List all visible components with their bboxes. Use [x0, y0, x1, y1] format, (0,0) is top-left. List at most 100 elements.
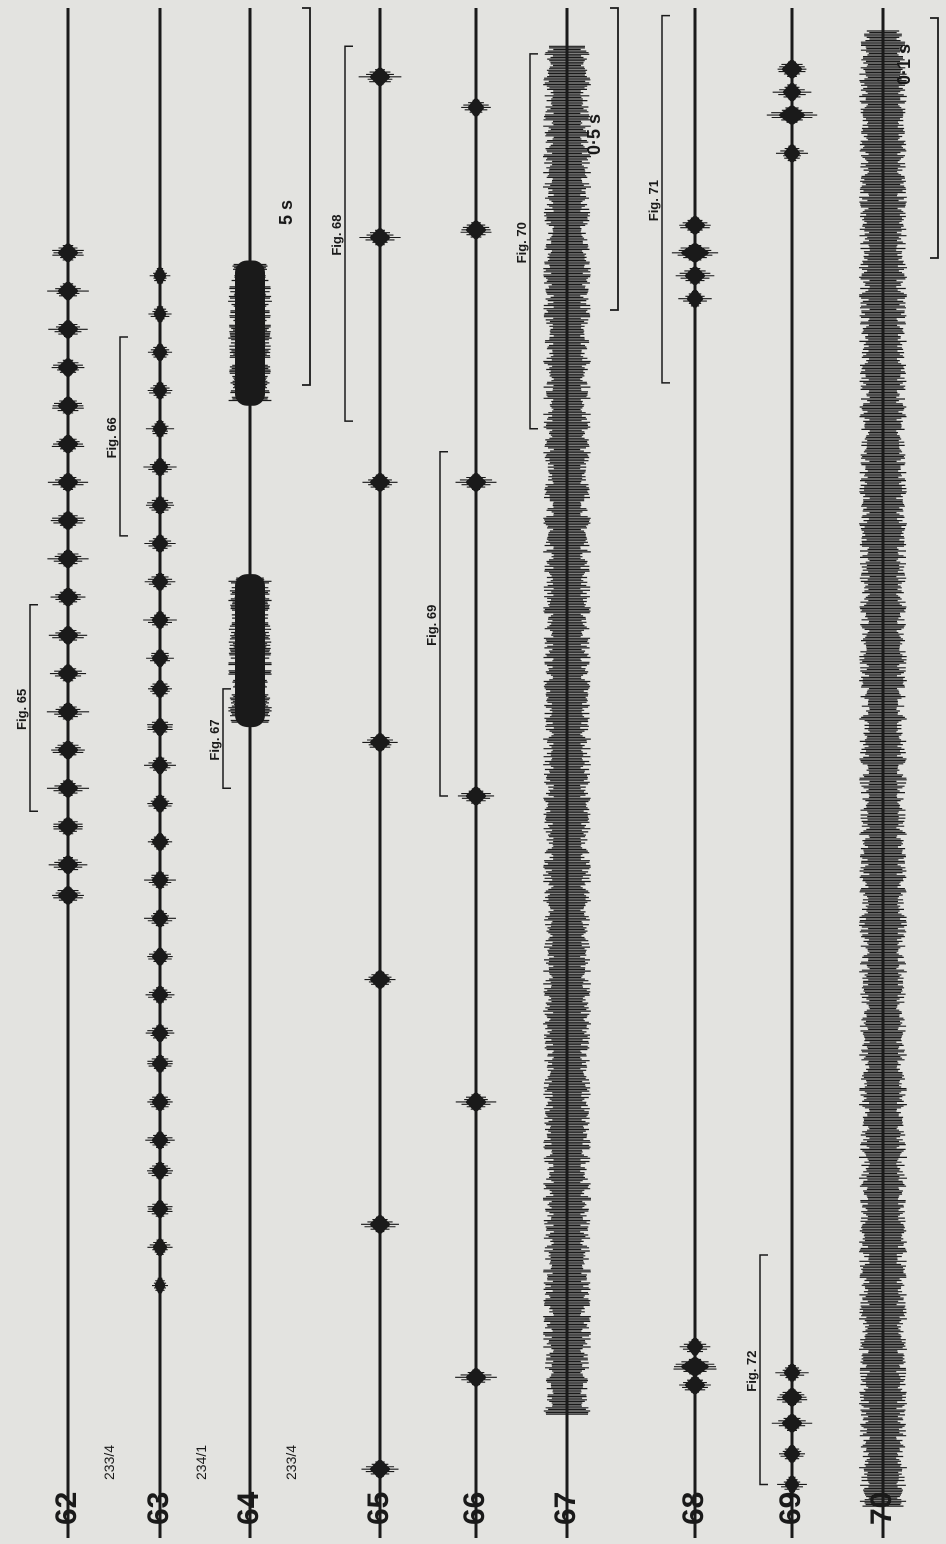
trace-pulse [777, 1473, 807, 1496]
trace-pulse [362, 471, 398, 494]
figure-number: 66 [458, 1492, 491, 1525]
trace-pulse [147, 716, 173, 738]
trace-pulse [148, 302, 172, 326]
trace-pulse [678, 287, 712, 310]
trace-pulse [148, 677, 172, 700]
scale-bar-label: 0·5 s [584, 114, 604, 155]
trace-pulse [145, 1129, 175, 1152]
figure-bracket-label: Fig. 66 [104, 417, 119, 458]
trace-pulse [143, 456, 177, 478]
trace-pulse [48, 624, 88, 647]
trace-pulse [364, 968, 396, 991]
figure-number: 63 [142, 1492, 175, 1525]
trace-pulse [671, 242, 719, 264]
figure-bracket [759, 1254, 768, 1486]
trace-pulse [145, 1022, 175, 1044]
specimen-label: 233/4 [283, 1445, 299, 1480]
figure-number: 68 [677, 1492, 710, 1525]
trace-pulse [147, 1236, 173, 1259]
figure-number: 67 [549, 1492, 582, 1525]
trace-pulse [679, 1335, 711, 1358]
trace-pulse [147, 1091, 173, 1113]
figure-bracket-label: Fig. 72 [744, 1351, 759, 1392]
trace-pulse [361, 1458, 399, 1480]
trace-pulse [455, 1366, 497, 1389]
trace-pulse [143, 609, 177, 631]
trace-pulse [46, 701, 90, 723]
trace-pulse [775, 1361, 809, 1384]
figure-bracket [661, 14, 670, 384]
trace-pulse [49, 662, 87, 685]
trace-pulse [48, 854, 88, 876]
trace-pulse [146, 647, 174, 670]
specimen-label: 233/4 [101, 1445, 117, 1480]
figure-bracket-label: Fig. 68 [329, 214, 344, 255]
trace-pulse [147, 945, 173, 968]
figure-bracket [344, 45, 353, 422]
trace-pulse [47, 548, 89, 570]
trace-pulse [145, 417, 175, 440]
figure-number: 70 [865, 1492, 898, 1525]
figure-number: 69 [774, 1492, 807, 1525]
figure-number: 62 [50, 1492, 83, 1525]
trace-pulse [51, 739, 85, 761]
trace-pulse [766, 104, 818, 126]
scale-bar-label: 5 s [276, 200, 296, 225]
trace-pulse [48, 318, 88, 341]
trace-pulse [47, 471, 89, 494]
trace-burst-edge [228, 263, 272, 402]
trace-pulse [779, 1442, 805, 1465]
trace-pulse [147, 1198, 173, 1220]
trace-pulse [52, 395, 84, 417]
trace-noise [859, 30, 907, 1507]
scale-bar [610, 7, 619, 311]
trace-noise [543, 45, 591, 1415]
trace-pulse [675, 264, 715, 287]
specimen-label: 234/1 [193, 1445, 209, 1480]
trace-pulse [47, 280, 89, 302]
figure-bracket [529, 53, 538, 430]
trace-pulse [144, 907, 176, 930]
trace-pulse [679, 214, 711, 237]
trace-pulse [359, 226, 401, 249]
trace-pulse [52, 884, 84, 907]
trace-pulse [457, 785, 495, 807]
trace-pulse [51, 356, 85, 379]
trace-pulse [455, 471, 497, 494]
trace-pulse [147, 792, 173, 815]
trace-pulse [50, 509, 86, 532]
trace-pulse [775, 142, 809, 165]
trace-pulse [46, 777, 90, 800]
trace-pulse [679, 1374, 711, 1396]
trace-pulse [460, 219, 492, 241]
trace-pulse [362, 731, 398, 754]
trace-pulse [361, 1213, 399, 1236]
trace-pulse [147, 341, 173, 364]
trace-pulse [51, 433, 85, 455]
trace-pulse [53, 815, 83, 838]
trace-pulse [147, 1052, 173, 1075]
figure-bracket-label: Fig. 65 [14, 689, 29, 730]
trace-pulse [145, 983, 175, 1006]
trace-pulse [144, 532, 176, 555]
trace-pulse [147, 1159, 173, 1182]
trace-pulse [673, 1355, 717, 1378]
scale-bar-label: 0·1 s [894, 44, 914, 85]
trace-pulse [147, 830, 173, 853]
trace-pulse [772, 81, 812, 103]
trace-pulse [145, 494, 175, 517]
figure-bracket [119, 336, 128, 537]
scale-bar [302, 7, 311, 386]
trace-pulse [776, 1386, 808, 1409]
figure-bracket-label: Fig. 69 [424, 605, 439, 646]
figure-bracket [439, 450, 448, 797]
figure-number: 65 [362, 1492, 395, 1525]
trace-burst-edge [228, 577, 272, 723]
figure-bracket [29, 603, 38, 812]
figure-bracket-label: Fig. 70 [514, 222, 529, 263]
trace-pulse [455, 1091, 497, 1113]
trace-pulse [50, 586, 86, 608]
trace-pulse [771, 1412, 813, 1435]
